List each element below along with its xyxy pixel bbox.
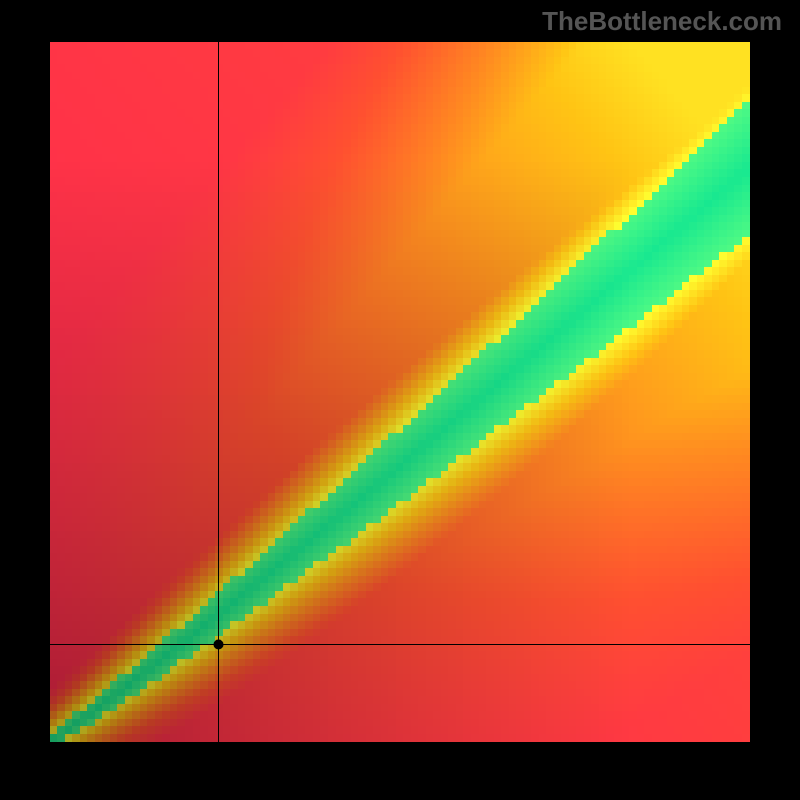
bottleneck-heatmap bbox=[50, 42, 750, 742]
heatmap-canvas bbox=[50, 42, 750, 742]
watermark-text: TheBottleneck.com bbox=[542, 6, 782, 37]
